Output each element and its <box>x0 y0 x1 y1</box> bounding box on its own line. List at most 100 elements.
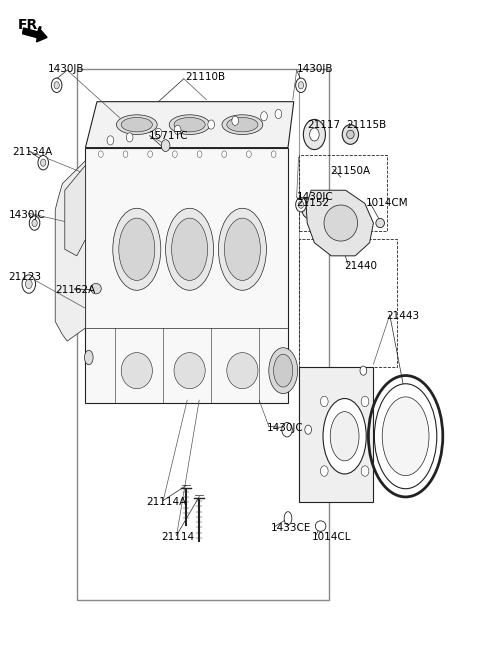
Text: 21134A: 21134A <box>12 147 52 157</box>
Bar <box>299 367 373 502</box>
Text: 1433CE: 1433CE <box>271 523 312 533</box>
Circle shape <box>298 201 303 209</box>
Text: 21123: 21123 <box>9 272 42 282</box>
Circle shape <box>232 116 239 125</box>
Text: 1571TC: 1571TC <box>149 131 188 141</box>
Circle shape <box>38 155 48 170</box>
Circle shape <box>161 140 170 152</box>
Ellipse shape <box>347 130 354 139</box>
Text: 1430JC: 1430JC <box>297 192 334 202</box>
Circle shape <box>172 151 177 157</box>
Circle shape <box>321 466 328 476</box>
Ellipse shape <box>342 125 359 144</box>
Circle shape <box>32 219 37 226</box>
Circle shape <box>222 151 227 157</box>
Ellipse shape <box>284 512 292 525</box>
Circle shape <box>361 396 369 407</box>
Ellipse shape <box>172 218 208 281</box>
Circle shape <box>29 216 40 230</box>
Text: 21115B: 21115B <box>347 119 387 130</box>
Ellipse shape <box>330 412 359 461</box>
Polygon shape <box>65 165 85 256</box>
Circle shape <box>271 151 276 157</box>
Circle shape <box>305 425 312 434</box>
Circle shape <box>22 275 36 293</box>
Text: 21443: 21443 <box>386 311 420 321</box>
Ellipse shape <box>91 283 101 294</box>
Text: 1014CL: 1014CL <box>312 531 351 542</box>
Ellipse shape <box>376 218 384 228</box>
Text: 1430JB: 1430JB <box>297 64 333 74</box>
Text: 1430JC: 1430JC <box>266 422 303 433</box>
Text: 21152: 21152 <box>297 198 330 209</box>
Text: 21440: 21440 <box>345 260 378 271</box>
Circle shape <box>123 151 128 157</box>
Circle shape <box>296 197 306 212</box>
Ellipse shape <box>84 350 93 365</box>
Circle shape <box>148 151 153 157</box>
Ellipse shape <box>324 205 358 241</box>
Polygon shape <box>85 148 288 403</box>
Circle shape <box>247 151 252 157</box>
Polygon shape <box>85 102 294 148</box>
Ellipse shape <box>166 209 214 290</box>
Ellipse shape <box>174 352 205 388</box>
Text: 21114A: 21114A <box>146 497 187 507</box>
Ellipse shape <box>113 209 161 290</box>
Text: 1430JB: 1430JB <box>48 64 84 74</box>
Text: 21162A: 21162A <box>55 285 96 295</box>
Circle shape <box>310 128 319 141</box>
Ellipse shape <box>174 117 205 132</box>
Circle shape <box>126 133 133 142</box>
Circle shape <box>298 82 303 89</box>
Ellipse shape <box>227 117 258 132</box>
Bar <box>299 155 387 231</box>
Bar <box>299 239 397 367</box>
Text: 21110B: 21110B <box>185 72 225 83</box>
Ellipse shape <box>274 354 293 387</box>
Circle shape <box>40 159 46 166</box>
Text: 21114: 21114 <box>161 531 194 542</box>
Circle shape <box>296 78 306 92</box>
Text: 1014CM: 1014CM <box>366 198 408 209</box>
Ellipse shape <box>169 115 210 134</box>
Ellipse shape <box>116 115 157 134</box>
Ellipse shape <box>302 201 320 219</box>
Text: FR.: FR. <box>18 18 44 32</box>
Circle shape <box>282 422 292 437</box>
Circle shape <box>174 125 181 134</box>
Circle shape <box>155 129 162 138</box>
Ellipse shape <box>222 115 263 134</box>
Circle shape <box>197 151 202 157</box>
Ellipse shape <box>269 348 298 394</box>
Ellipse shape <box>225 218 260 281</box>
Circle shape <box>321 396 328 407</box>
Circle shape <box>361 466 369 476</box>
Circle shape <box>107 136 114 145</box>
Circle shape <box>98 151 103 157</box>
Ellipse shape <box>315 521 326 531</box>
Circle shape <box>275 110 282 119</box>
Polygon shape <box>306 190 373 256</box>
Ellipse shape <box>323 398 366 474</box>
Bar <box>77 69 329 600</box>
Text: 21150A: 21150A <box>330 165 371 176</box>
Circle shape <box>261 112 267 121</box>
Ellipse shape <box>121 117 152 132</box>
Circle shape <box>51 78 62 92</box>
Text: 21117: 21117 <box>307 119 340 130</box>
Circle shape <box>208 120 215 129</box>
Circle shape <box>25 279 32 289</box>
Polygon shape <box>55 161 85 341</box>
Ellipse shape <box>374 384 437 489</box>
Ellipse shape <box>121 352 152 388</box>
Circle shape <box>303 119 325 150</box>
Circle shape <box>360 366 367 375</box>
Text: 1430JC: 1430JC <box>9 209 46 220</box>
Ellipse shape <box>227 352 258 388</box>
FancyArrow shape <box>23 28 47 42</box>
Circle shape <box>54 82 60 89</box>
Ellipse shape <box>382 397 429 476</box>
Ellipse shape <box>218 209 266 290</box>
Ellipse shape <box>119 218 155 281</box>
